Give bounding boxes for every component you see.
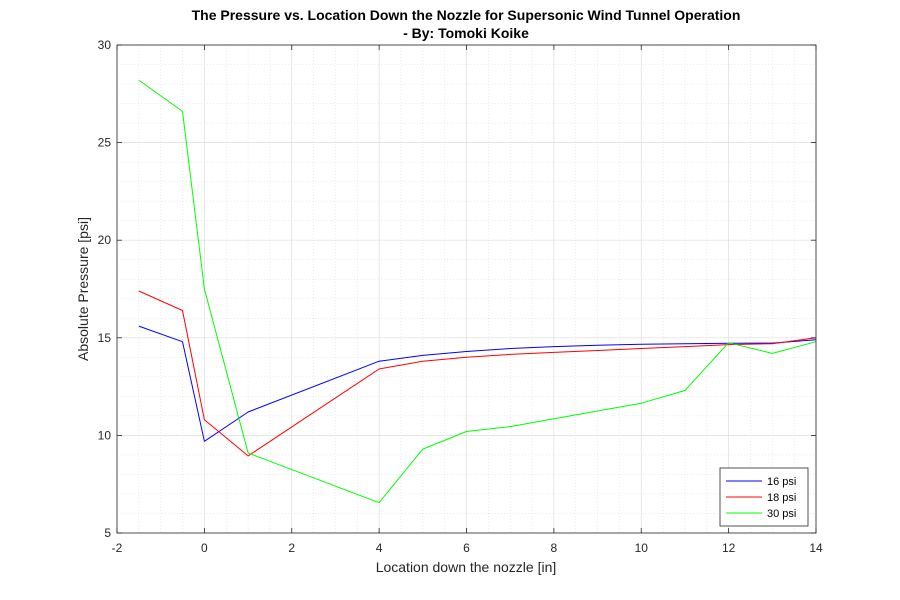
series-line-18-psi xyxy=(138,290,817,457)
legend-entry: 16 psi xyxy=(726,476,796,488)
x-tick-label: 6 xyxy=(463,541,470,555)
x-tick-label: 2 xyxy=(288,541,295,555)
x-tick-label: 0 xyxy=(201,541,208,555)
legend-label: 18 psi xyxy=(767,492,796,504)
y-tick-label: 5 xyxy=(104,526,111,540)
legend-entry: 30 psi xyxy=(726,508,796,520)
series-layer xyxy=(138,79,817,504)
y-tick-label: 10 xyxy=(98,428,112,442)
y-tick-label: 25 xyxy=(98,136,112,150)
ticks: -2 0 2 4 6 8 10 12 14 5 10 15 20 25 30 xyxy=(98,38,823,555)
x-tick-label: 12 xyxy=(722,541,736,555)
legend: 16 psi 18 psi 30 psi xyxy=(719,467,809,527)
y-tick-label: 15 xyxy=(98,331,112,345)
y-tick-label: 20 xyxy=(98,233,112,247)
x-tick-label: -2 xyxy=(112,541,123,555)
chart-subtitle: - By: Tomoki Koike xyxy=(403,25,529,41)
y-tick-label: 30 xyxy=(98,38,112,52)
x-tick-label: 14 xyxy=(809,541,823,555)
chart-title: The Pressure vs. Location Down the Nozzl… xyxy=(192,7,741,23)
x-axis-label: Location down the nozzle [in] xyxy=(376,559,557,575)
legend-entry: 18 psi xyxy=(726,492,796,504)
x-tick-label: 8 xyxy=(551,541,558,555)
x-tick-label: 10 xyxy=(635,541,649,555)
legend-label: 30 psi xyxy=(767,508,796,520)
legend-label: 16 psi xyxy=(767,476,796,488)
y-axis-label: Absolute Pressure [psi] xyxy=(75,217,91,361)
x-tick-label: 4 xyxy=(376,541,383,555)
series-line-30-psi xyxy=(138,79,817,504)
